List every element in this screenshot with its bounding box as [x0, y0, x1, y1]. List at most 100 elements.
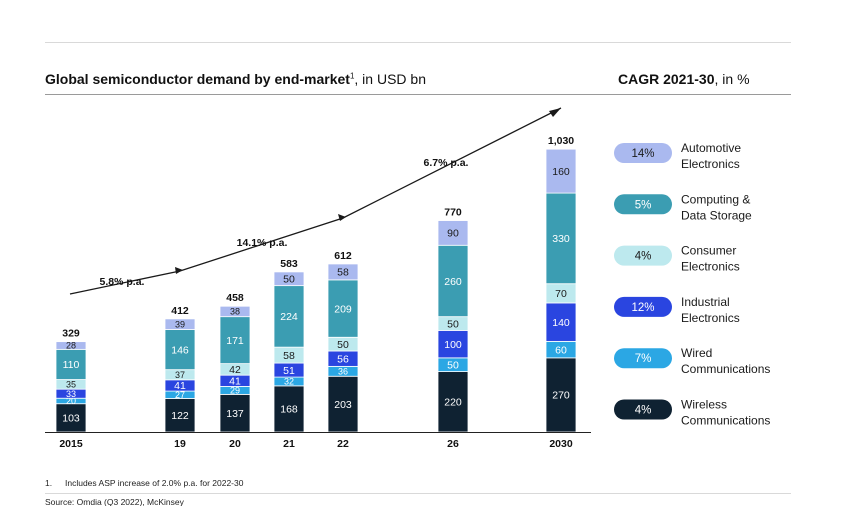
growth-trend-line	[69, 107, 562, 295]
segment-label-2030-2: 60	[555, 344, 567, 356]
chart-title-footnote-ref: 1	[349, 71, 355, 81]
legend-swatch-2	[614, 194, 672, 215]
bar-segment-2015-1	[55, 403, 87, 433]
segment-label-20-5: 171	[226, 335, 244, 347]
bar-segment-2030-5	[545, 192, 577, 285]
total-label-20: 458	[226, 292, 244, 304]
legend-label-1-line1: Automotive	[681, 141, 741, 155]
segment-label-2015-2: 20	[66, 396, 76, 406]
segment-label-2030-3: 140	[552, 317, 570, 329]
legend-cagr-5: 7%	[635, 353, 652, 365]
bar-segment-2030-3	[545, 302, 577, 342]
total-label-21: 583	[280, 258, 298, 270]
segment-label-20-2: 29	[230, 386, 240, 396]
bar-segment-21-6	[273, 271, 305, 287]
growth-annotation-1: 5.8% p.a.	[100, 276, 145, 288]
bar-segment-19-6	[164, 318, 196, 330]
total-label-2015: 329	[62, 328, 80, 340]
bar-segment-21-1	[273, 385, 305, 433]
bar-segment-26-1	[437, 371, 469, 433]
footnote: 1. Includes ASP increase of 2.0% p.a. for…	[45, 478, 243, 488]
x-tick-label-21: 21	[283, 438, 295, 450]
legend-label-3-line1: Consumer	[681, 244, 736, 258]
x-tick-label-22: 22	[337, 438, 349, 450]
segment-label-20-6: 38	[230, 307, 240, 317]
segment-label-20-1: 137	[226, 408, 244, 420]
total-label-2030: 1,030	[548, 135, 574, 147]
total-label-19: 412	[171, 305, 189, 317]
chart-title-text: Global semiconductor demand by end-marke…	[45, 71, 350, 87]
segment-label-19-2: 27	[175, 390, 185, 400]
segment-label-2030-4: 70	[555, 288, 567, 300]
total-label-22: 612	[334, 250, 352, 262]
segment-label-2030-6: 160	[552, 166, 570, 178]
bar-segment-22-6	[327, 263, 359, 281]
segment-label-21-1: 168	[280, 404, 298, 416]
footer-divider	[45, 493, 791, 494]
growth-annotation-3: 6.7% p.a.	[424, 157, 469, 169]
legend-cagr-4: 12%	[631, 302, 654, 314]
segment-label-22-6: 58	[337, 267, 349, 279]
segment-label-20-3: 41	[229, 376, 241, 388]
bar-segment-22-5	[327, 279, 359, 338]
footnote-number: 1.	[45, 478, 53, 488]
top-divider	[45, 42, 791, 43]
bar-segment-26-6	[437, 220, 469, 246]
x-tick-label-20: 20	[229, 438, 241, 450]
x-tick-label-19: 19	[174, 438, 186, 450]
legend-label-6-line2: Communications	[681, 414, 770, 428]
legend-label-4-line2: Electronics	[681, 311, 740, 325]
segment-label-21-2: 32	[284, 377, 294, 387]
bar-segment-2015-6	[55, 341, 87, 350]
cagr-header: CAGR 2021-30, in %	[618, 71, 750, 87]
segment-label-2015-1: 103	[62, 413, 80, 425]
segment-label-2030-1: 270	[552, 390, 570, 402]
segment-label-2015-3: 33	[66, 389, 76, 399]
segment-label-26-1: 220	[444, 397, 462, 409]
segment-label-2015-5: 110	[63, 359, 80, 371]
segment-label-21-5: 224	[280, 311, 298, 323]
x-tick-label-2030: 2030	[549, 438, 573, 450]
segment-label-21-6: 50	[283, 274, 295, 286]
segment-label-26-5: 260	[444, 276, 462, 288]
segment-label-22-1: 203	[334, 399, 352, 411]
bar-segment-22-1	[327, 375, 359, 433]
legend-label-3-line2: Electronics	[681, 260, 740, 274]
segment-label-21-3: 51	[283, 365, 295, 377]
header-divider	[45, 94, 791, 95]
legend-label-2-line1: Computing &	[681, 192, 750, 206]
x-tick-label-2015: 2015	[59, 438, 83, 450]
legend-label-5-line2: Communications	[681, 362, 770, 376]
bar-segment-19-1	[164, 398, 196, 433]
segment-label-22-2: 36	[338, 367, 348, 377]
trend-marker-19	[175, 267, 183, 274]
bar-segment-26-5	[437, 244, 469, 318]
legend-label-5-line1: Wired	[681, 346, 712, 360]
segment-label-19-5: 146	[171, 344, 189, 356]
legend-swatch-5	[614, 348, 672, 369]
segment-label-2015-4: 35	[66, 380, 76, 390]
cagr-header-text: CAGR 2021-30	[618, 71, 715, 87]
legend-swatch-6	[614, 399, 672, 420]
bar-segment-2030-6	[545, 148, 577, 194]
segment-label-2030-5: 330	[552, 233, 570, 245]
legend-cagr-6: 4%	[635, 405, 652, 417]
segment-label-22-5: 209	[334, 303, 352, 315]
segment-label-22-3: 56	[337, 353, 349, 365]
trend-marker-22	[338, 214, 346, 221]
segment-label-19-6: 39	[175, 319, 185, 329]
trend-arrow-head	[549, 108, 561, 117]
chart-title: Global semiconductor demand by end-marke…	[45, 71, 426, 87]
segment-label-26-6: 90	[447, 228, 459, 240]
legend-swatch-1	[614, 143, 672, 163]
segment-label-26-4: 50	[447, 318, 459, 330]
bar-segment-2030-1	[545, 357, 577, 433]
bar-segment-20-6	[219, 305, 251, 318]
legend-label-6-line1: Wireless	[681, 398, 727, 412]
segment-label-20-4: 42	[229, 364, 241, 376]
growth-annotation-2: 14.1% p.a.	[237, 237, 288, 249]
footnote-text: Includes ASP increase of 2.0% p.a. for 2…	[65, 478, 244, 488]
x-tick-label-26: 26	[447, 438, 459, 450]
